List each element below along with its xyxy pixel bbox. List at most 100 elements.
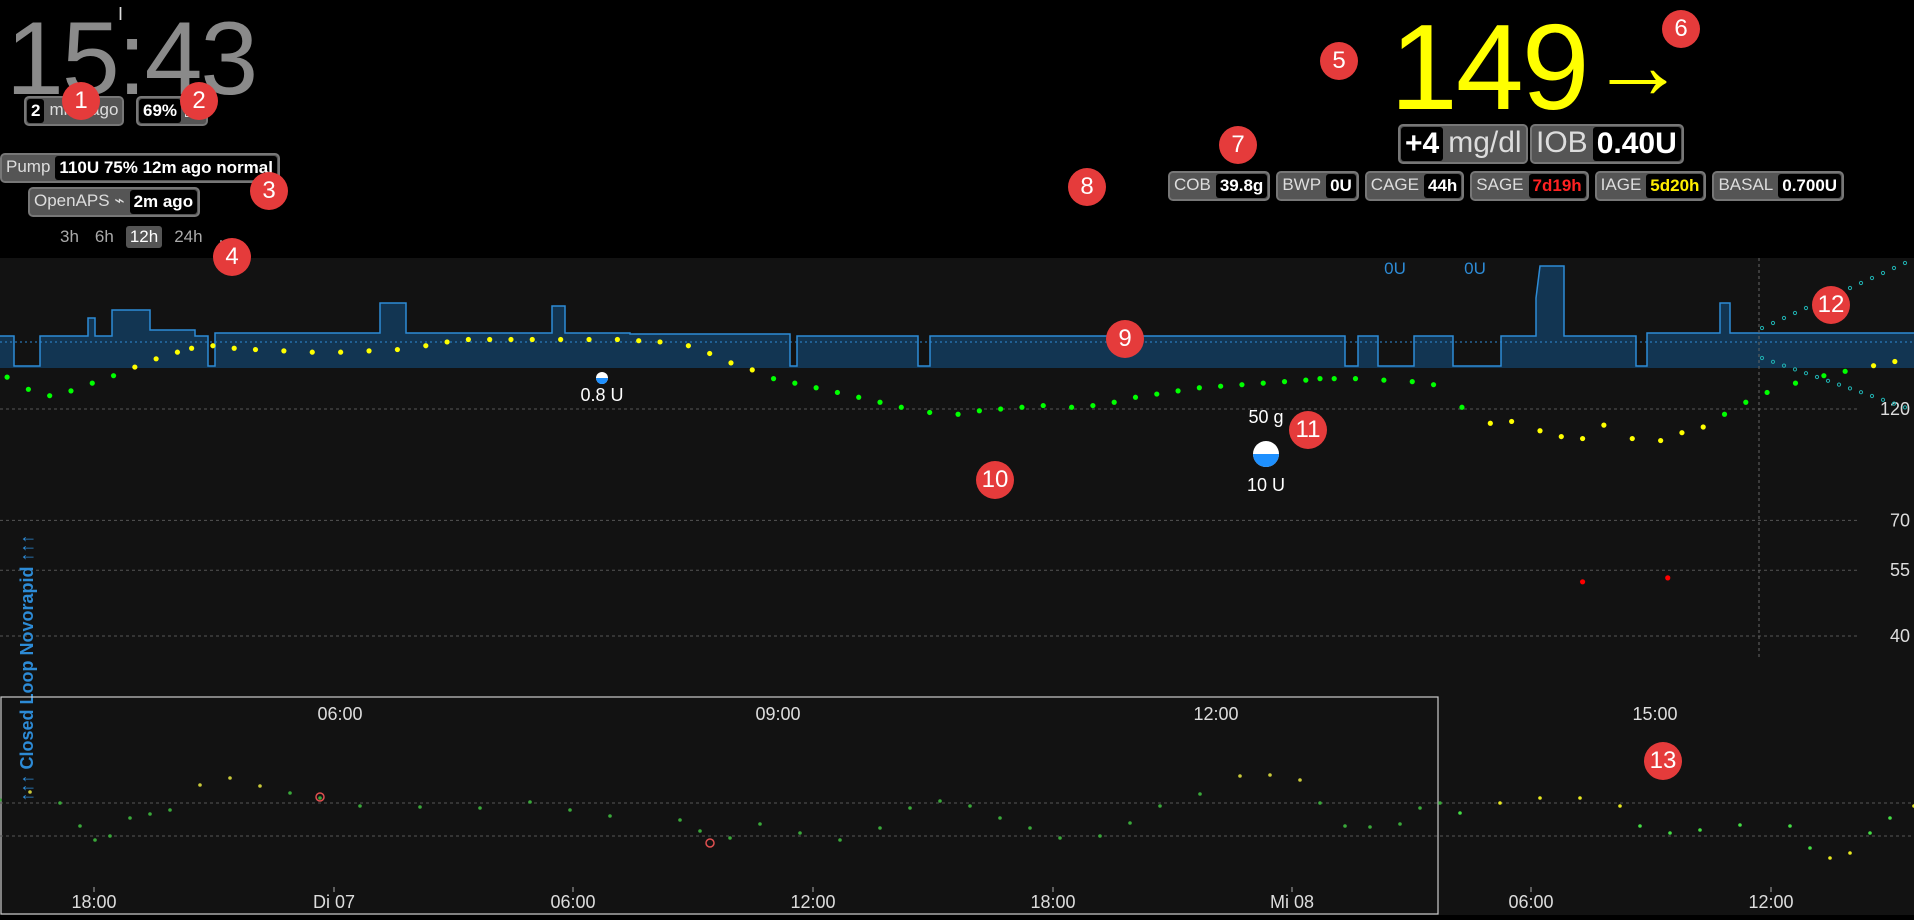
bg-point <box>1842 368 1848 374</box>
range-3h[interactable]: 3h <box>60 227 79 246</box>
pill-iage[interactable]: IAGE 5d20h <box>1594 171 1707 201</box>
overview-x-tick-label: 12:00 <box>1748 892 1793 912</box>
pill-label: BASAL <box>1714 173 1778 199</box>
overview-point <box>1298 778 1302 782</box>
overview-brush-selection[interactable] <box>0 696 1439 915</box>
overview-point <box>568 808 572 812</box>
overview-point <box>1638 824 1642 828</box>
overview-point <box>1538 796 1542 800</box>
current-bg-value: 149 <box>1390 0 1590 135</box>
bg-point <box>1579 435 1586 442</box>
bg-point-low <box>1579 579 1586 585</box>
overview-point <box>1438 801 1442 805</box>
overview-x-tick-label: 18:00 <box>1030 892 1075 912</box>
bg-point <box>309 349 315 355</box>
text-cursor-icon: Ι <box>118 4 124 24</box>
overview-point <box>478 806 482 810</box>
range-6h[interactable]: 6h <box>94 227 114 246</box>
forecast-point <box>1869 393 1875 399</box>
x-tick-label: 12:00 <box>1193 704 1238 724</box>
bg-point <box>813 385 819 391</box>
overview-point <box>1238 774 1242 778</box>
bg-point <box>1154 391 1160 397</box>
pill-cob[interactable]: COB 39.8g <box>1168 171 1271 201</box>
treatments: 0.8 U 50 g 10 U <box>580 372 1285 495</box>
annotation-marker-1: 1 <box>62 82 100 120</box>
overview-point <box>1458 811 1462 815</box>
annotation-marker-8: 8 <box>1068 168 1106 206</box>
overview-point <box>838 838 842 842</box>
pump-label: Pump <box>2 155 55 181</box>
delta-pill[interactable]: +4 mg/dl <box>1398 124 1528 164</box>
overview-point <box>228 776 232 780</box>
overview-point <box>998 816 1002 820</box>
annotation-marker-2: 2 <box>180 82 218 120</box>
overview-point <box>1498 801 1502 805</box>
pump-pill[interactable]: Pump 110U 75% 12m ago normal <box>0 153 280 183</box>
x-tick-label: 06:00 <box>317 704 362 724</box>
range-24h[interactable]: 24h <box>174 227 203 246</box>
bg-point <box>1658 437 1664 444</box>
pill-basal[interactable]: BASAL 0.700U <box>1712 171 1845 201</box>
pill-sage[interactable]: SAGE 7d19h <box>1470 171 1589 201</box>
overview-x-tick-label: Mi 08 <box>1270 892 1314 912</box>
chart-grid: 120 70 55 40 06:00 09:00 12:00 15:00 <box>0 258 1910 724</box>
loop-value: 2m ago <box>129 190 198 214</box>
overview-point <box>418 805 422 809</box>
y-tick-label: 40 <box>1890 626 1910 646</box>
last-reading-value: 2 <box>27 99 45 123</box>
forecast-point <box>1781 363 1787 368</box>
overview-event-marker <box>705 838 715 848</box>
forecast-point <box>1880 397 1886 402</box>
bg-point <box>636 338 642 344</box>
bg-point <box>1218 383 1224 389</box>
overview-point <box>1128 821 1132 825</box>
overview-point <box>678 818 682 822</box>
overview-point <box>1343 824 1347 828</box>
bg-chart[interactable]: 0U 0U 120 70 55 40 06:00 09:00 12:00 15:00 0.8 U… <box>0 258 1914 915</box>
bg-point <box>1381 377 1387 383</box>
basal-profile: 0U 0U <box>0 259 1914 368</box>
bolus-marker[interactable]: 0.8 U <box>580 372 624 405</box>
overview-point <box>0 798 2 802</box>
overview-point <box>1788 824 1792 828</box>
basal-label: 0U <box>1384 259 1406 278</box>
basal-label: 0U <box>1464 259 1486 278</box>
bg-point <box>529 336 535 343</box>
bg-point <box>1069 404 1075 410</box>
bg-point <box>89 380 95 386</box>
meal-bolus-marker[interactable]: 50 g 10 U <box>1247 407 1285 495</box>
annotation-marker-13: 13 <box>1644 742 1682 780</box>
bg-point <box>508 336 514 343</box>
bg-point <box>174 349 181 355</box>
overview-point <box>1368 825 1372 829</box>
overview-x-tick-label: 12:00 <box>790 892 835 912</box>
range-12h[interactable]: 12h <box>125 226 163 248</box>
bg-point <box>1509 418 1515 425</box>
overview-chart[interactable]: 18:00 Di 07 06:00 12:00 18:00 Mi 08 06:00 12:00 <box>0 696 1914 915</box>
forecast-point <box>1902 405 1908 410</box>
overview-point <box>1268 773 1272 777</box>
status-pill-row: COB 39.8g BWP 0U CAGE 44h SAGE 7d19h IAGE 5d20h BA… <box>1168 171 1845 201</box>
bg-point <box>1487 420 1493 426</box>
overview-point <box>1028 826 1032 830</box>
overview-point <box>1058 836 1062 840</box>
svg-text:0.8 U: 0.8 U <box>580 385 623 405</box>
pill-value: 7d19h <box>1528 174 1586 198</box>
pill-bwp[interactable]: BWP 0U <box>1276 171 1359 201</box>
forecast-point <box>1847 386 1853 391</box>
iob-value: 0.40U <box>1592 127 1681 161</box>
bg-point <box>1260 380 1266 386</box>
pill-cage[interactable]: CAGE 44h <box>1364 171 1465 201</box>
bg-point <box>366 348 372 354</box>
pill-value: 44h <box>1423 174 1462 198</box>
bg-point <box>1679 430 1685 436</box>
forecast-point <box>1759 325 1765 331</box>
x-tick-label: 09:00 <box>755 704 800 724</box>
forecast-point <box>1858 280 1864 286</box>
iob-pill[interactable]: IOB 0.40U <box>1530 124 1684 164</box>
pill-value: 39.8g <box>1215 174 1268 198</box>
bg-point <box>1132 394 1139 400</box>
forecast-point <box>1847 285 1853 291</box>
loop-pill[interactable]: OpenAPS ⌁ 2m ago <box>28 187 201 217</box>
